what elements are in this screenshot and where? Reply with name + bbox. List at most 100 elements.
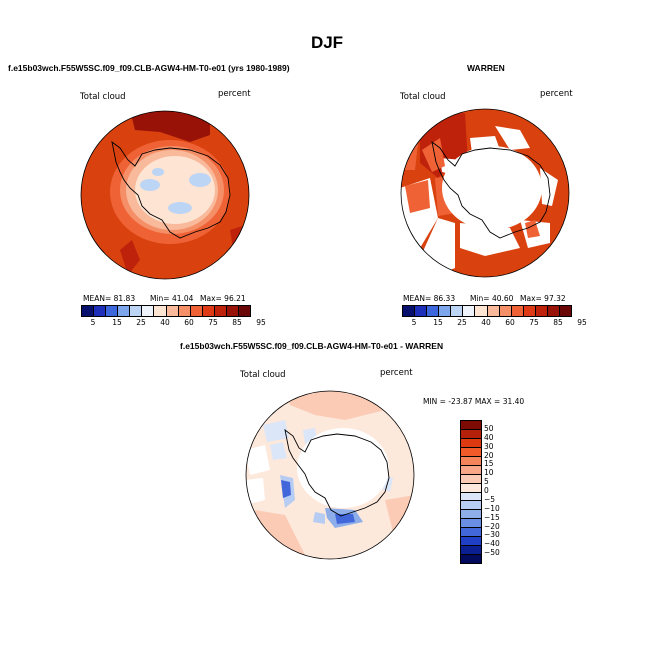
left-colorbar-swatch	[213, 306, 226, 316]
diff-colorbar-swatch	[461, 554, 481, 563]
right-colorbar-tick-label: 75	[529, 318, 539, 327]
left-colorbar-labels: 5 15 25 40 60 75 85 95	[81, 318, 266, 328]
diff-colorbar-tick-label: −10	[484, 503, 500, 513]
diff-colorbar-tick-label: 20	[484, 450, 494, 460]
diff-colorbar-tick-label: −50	[484, 548, 500, 558]
right-panel-title: WARREN	[467, 63, 505, 73]
right-colorbar-swatch	[474, 306, 487, 316]
right-colorbar-swatch	[546, 306, 560, 316]
diff-colorbar-tick-label: −20	[484, 521, 500, 531]
right-colorbar-swatch	[559, 306, 572, 316]
left-polar-map	[80, 110, 250, 280]
left-colorbar-swatch	[129, 306, 142, 316]
diff-colorbar-swatch	[461, 437, 481, 447]
right-min-stat: Min= 40.60	[470, 294, 514, 303]
right-colorbar-tick-label: 25	[457, 318, 467, 327]
diff-colorbar-swatch	[461, 455, 481, 465]
right-variable-label: Total cloud	[400, 92, 446, 102]
left-colorbar-swatch	[93, 306, 106, 316]
left-colorbar-swatch	[165, 306, 178, 316]
right-colorbar-swatch	[522, 306, 535, 316]
diff-colorbar-tick-label: 50	[484, 423, 494, 433]
left-colorbar-swatch	[105, 306, 118, 316]
right-colorbar-tick-label: 60	[505, 318, 515, 327]
right-colorbar-swatch	[534, 306, 547, 316]
diff-colorbar-swatch	[461, 509, 481, 519]
diff-colorbar-swatch	[461, 500, 481, 510]
right-colorbar-tick-label: 15	[433, 318, 443, 327]
left-colorbar-tick-label: 25	[136, 318, 146, 327]
left-colorbar-tick-label: 75	[208, 318, 218, 327]
right-colorbar-tick-label: 95	[577, 318, 587, 327]
left-colorbar-swatch	[141, 306, 154, 316]
right-colorbar-tick-label: 85	[553, 318, 563, 327]
diff-colorbar-swatch	[461, 446, 481, 456]
right-colorbar-labels: 5 15 25 40 60 75 85 95	[402, 318, 587, 328]
diff-colorbar-tick-label: 10	[484, 468, 494, 478]
right-colorbar-swatch	[462, 306, 475, 316]
diff-colorbar-swatch	[461, 545, 481, 555]
diff-colorbar	[460, 420, 482, 564]
page-title: DJF	[310, 33, 344, 52]
right-colorbar-swatch	[403, 306, 415, 316]
right-colorbar-swatch	[450, 306, 463, 316]
left-colorbar-swatch	[82, 306, 94, 316]
left-colorbar-tick-label: 60	[184, 318, 194, 327]
diff-colorbar-tick-label: 5	[484, 477, 489, 487]
diff-colorbar-swatch	[461, 536, 481, 546]
left-colorbar-tick-label: 40	[160, 318, 170, 327]
diff-colorbar-swatch	[461, 527, 481, 537]
left-colorbar-tick-label: 15	[112, 318, 122, 327]
diff-polar-map	[245, 390, 415, 560]
left-colorbar	[81, 305, 251, 317]
diff-minmax-stat: MIN = -23.87 MAX = 31.40	[423, 397, 525, 406]
right-colorbar-swatch	[498, 306, 511, 316]
diff-colorbar-swatch	[461, 473, 481, 483]
left-colorbar-swatch	[189, 306, 202, 316]
diff-variable-label: Total cloud	[240, 370, 286, 380]
diff-colorbar-swatch	[461, 518, 481, 528]
diff-colorbar-swatch	[461, 421, 481, 429]
right-colorbar-swatch	[426, 306, 439, 316]
right-colorbar	[402, 305, 572, 317]
diff-panel-title: f.e15b03wch.F55W5SC.f09_f09.CLB-AGW4-HM-…	[180, 341, 444, 351]
right-units-label: percent	[540, 89, 573, 99]
right-polar-map	[400, 108, 570, 278]
right-max-stat: Max= 97.32	[520, 294, 566, 303]
diff-colorbar-swatch	[461, 464, 481, 474]
right-colorbar-tick-label: 5	[411, 318, 417, 327]
diff-colorbar-tick-label: −5	[484, 494, 496, 504]
diff-colorbar-tick-label: 30	[484, 441, 494, 451]
diff-colorbar-swatch	[461, 482, 481, 492]
right-colorbar-swatch	[438, 306, 451, 316]
left-panel-title: f.e15b03wch.F55W5SC.f09_f09.CLB-AGW4-HM-…	[8, 63, 290, 73]
right-mean-stat: MEAN= 86.33	[403, 294, 456, 303]
left-variable-label: Total cloud	[80, 92, 126, 102]
right-colorbar-swatch	[486, 306, 499, 316]
diff-colorbar-tick-label: 0	[484, 486, 489, 495]
left-units-label: percent	[218, 89, 251, 99]
left-colorbar-tick-label: 95	[256, 318, 266, 327]
left-colorbar-swatch	[177, 306, 190, 316]
left-mean-stat: MEAN= 81.83	[83, 294, 136, 303]
left-colorbar-swatch	[117, 306, 130, 316]
diff-colorbar-tick-label: −30	[484, 530, 500, 540]
diff-colorbar-tick-label: −40	[484, 539, 500, 549]
left-colorbar-swatch	[153, 306, 166, 316]
diff-colorbar-labels: 50 40 30 20 15 10 5 0 −5 −10 −15 −20 −30 −40 −50	[484, 420, 524, 562]
diff-colorbar-tick-label: 40	[484, 432, 494, 442]
diff-colorbar-swatch	[461, 491, 481, 501]
diff-colorbar-tick-label: −15	[484, 512, 500, 522]
diff-units-label: percent	[380, 368, 413, 378]
left-colorbar-tick-label: 5	[90, 318, 96, 327]
left-colorbar-swatch	[225, 306, 239, 316]
diff-colorbar-swatch	[461, 428, 481, 438]
left-max-stat: Max= 96.21	[200, 294, 246, 303]
left-colorbar-swatch	[238, 306, 251, 316]
right-colorbar-swatch	[414, 306, 427, 316]
diff-colorbar-tick-label: 15	[484, 459, 494, 469]
left-colorbar-swatch	[201, 306, 214, 316]
right-colorbar-tick-label: 40	[481, 318, 491, 327]
right-colorbar-swatch	[510, 306, 523, 316]
left-min-stat: Min= 41.04	[150, 294, 194, 303]
